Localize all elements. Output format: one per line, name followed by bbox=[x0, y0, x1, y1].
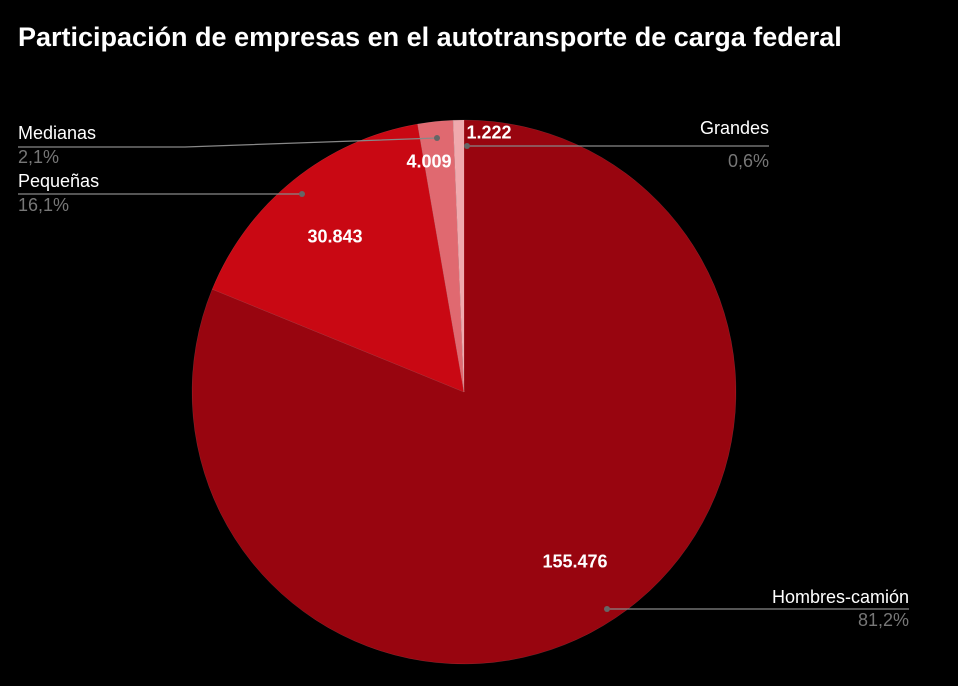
data-label-2: 4.009 bbox=[406, 151, 452, 172]
slice-percent-label-3: 0,6% bbox=[727, 151, 769, 171]
slice-name-label-3: Grandes bbox=[699, 118, 769, 138]
slice-name-label-1: Pequeñas bbox=[18, 171, 100, 191]
leader-dot-3 bbox=[464, 143, 470, 149]
data-label-1: 30.843 bbox=[307, 226, 363, 247]
leader-dot-0 bbox=[604, 606, 610, 612]
chart-title: Participación de empresas en el autotran… bbox=[18, 22, 842, 52]
slice-percent-label-2: 2,1% bbox=[18, 147, 60, 167]
pie-slice-0 bbox=[191, 119, 737, 665]
pie-slice-3 bbox=[452, 119, 465, 393]
leader-line-2 bbox=[18, 137, 438, 148]
slice-percent-label-1: 16,1% bbox=[18, 195, 70, 215]
data-label-3: 1.222 bbox=[466, 122, 512, 143]
pie-slice-2 bbox=[417, 119, 465, 393]
data-label-0: 155.476 bbox=[542, 551, 608, 572]
slice-name-label-2: Medianas bbox=[18, 123, 97, 143]
slice-percent-label-0: 81,2% bbox=[857, 610, 909, 630]
leader-dot-2 bbox=[434, 135, 440, 141]
pie-slice-1 bbox=[211, 123, 465, 393]
slice-name-label-0: Hombres-camión bbox=[771, 587, 909, 607]
leader-dot-1 bbox=[299, 191, 305, 197]
